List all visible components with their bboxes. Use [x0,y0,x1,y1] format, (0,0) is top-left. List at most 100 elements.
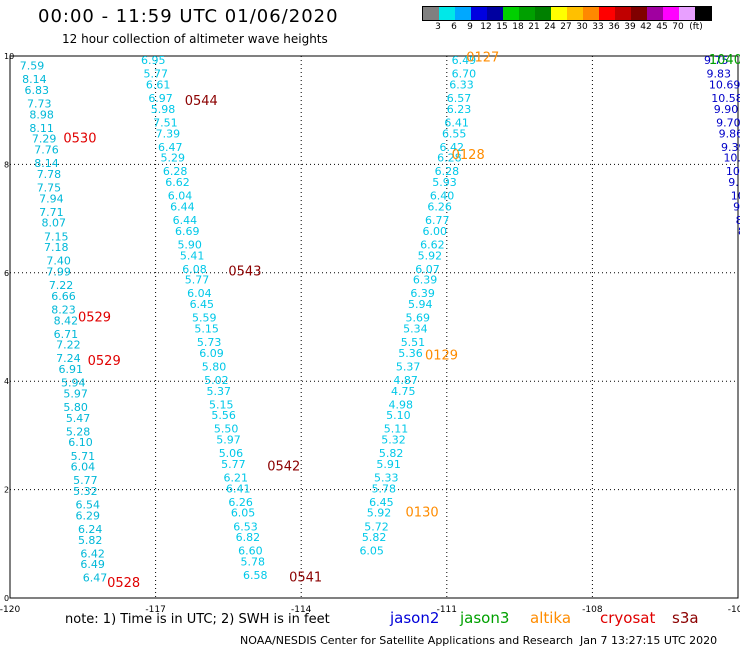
pass-time-label: 0529 [78,311,111,326]
pass-time-label: 1040 [709,53,740,68]
x-tick-label: -111 [437,605,457,615]
wave-height-point: 5.77 [73,474,98,487]
pass-time-label: 0541 [289,571,322,586]
x-tick-label: -105 [728,605,740,615]
wave-height-point: 6.44 [170,200,195,213]
wave-height-point: 7.73 [27,97,51,110]
pass-time-label: 0129 [425,349,458,364]
legend-label: 9 [467,22,473,32]
wave-height-point: 5.82 [362,531,387,544]
wave-height-point: 5.56 [211,409,236,422]
legend-swatch [455,7,471,20]
satellite-legend-s3a: s3a [672,609,699,627]
legend-swatch [551,7,567,20]
wave-height-point: 10.58 [711,92,740,105]
footer-credit: NOAA/NESDIS Center for Satellite Applica… [240,634,574,647]
legend-label: 12 [480,22,492,32]
wave-height-point: 6.42 [80,547,105,560]
wave-height-point: 6.95 [141,54,166,67]
x-tick-label: -108 [582,605,603,615]
legend-swatch [647,7,663,20]
wave-height-point: 6.82 [236,531,261,544]
wave-height-point: 6.23 [447,103,472,116]
wave-height-point: 6.41 [226,482,251,495]
wave-height-point: 6.28 [163,165,188,178]
wave-height-point: 6.54 [76,499,101,512]
wave-height-point: 6.00 [423,225,448,238]
wave-height-point: 5.82 [78,534,103,547]
wave-height-point: 6.71 [54,328,79,341]
legend-swatch [519,7,535,20]
wave-height-point: 8.98 [29,108,54,121]
wave-height-point: 8.42 [54,314,79,327]
legend-label: 3 [435,22,441,32]
wave-height-point: 5.98 [151,103,176,116]
wave-height-point: 4.87 [393,374,418,387]
wave-height-point: 6.69 [175,225,200,238]
wave-height-point: 8.5 [738,225,740,238]
legend-label: 27 [560,22,572,32]
wave-height-point: 6.62 [165,176,190,189]
wave-height-point: 5.77 [185,274,210,287]
color-scale-legend [422,6,712,21]
wave-height-point: 5.33 [374,471,399,484]
wave-height-point: 6.83 [25,84,49,97]
wave-height-point: 6.05 [359,545,384,558]
pass-time-label: 0128 [452,148,485,163]
wave-height-point: 9.39 [721,141,740,154]
wave-height-point: 8.14 [22,73,46,86]
wave-height-point: 6.04 [187,287,212,300]
wave-height-point: 5.32 [381,434,406,447]
wave-height-point: 10.69 [709,79,740,92]
wave-height-point: 4.75 [391,385,416,398]
wave-height-point: 6.70 [452,68,477,81]
legend-label: 6 [451,22,457,32]
wave-height-point: 5.94 [61,377,86,390]
wave-height-point: 5.02 [204,374,229,387]
legend-swatch [663,7,679,20]
wave-height-point: 5.15 [209,398,234,411]
wave-height-point: 6.40 [430,190,455,203]
wave-height-point: 6.45 [369,496,394,509]
wave-height-point: 10.30 [723,152,740,165]
legend-swatch [631,7,647,20]
legend-label: 45 [656,22,668,32]
wave-height-point: 5.59 [192,312,217,325]
pass-time-label: 0544 [185,94,218,109]
note-text: note: 1) Time is in UTC; 2) SWH is in fe… [65,612,330,627]
wave-height-point: 9.86 [719,127,740,140]
wave-height-point: 5.32 [73,485,98,498]
satellite-legend-altika: altika [530,609,572,627]
legend-swatch [679,7,695,20]
wave-height-point: 6.29 [76,509,101,522]
wave-height-point: 6.97 [148,92,173,105]
legend-label: 70 [672,22,684,32]
wave-height-point: 7.22 [56,339,81,352]
page-title: 00:00 - 11:59 UTC 01/06/2020 [38,6,339,27]
wave-height-point: 6.08 [182,263,207,276]
x-tick-label: -117 [145,605,165,615]
legend-label: 36 [608,22,620,32]
wave-height-point: 5.73 [197,336,222,349]
wave-height-point: 8.23 [51,303,76,316]
wave-height-point: 9.90 [714,103,739,116]
legend-label: 15 [496,22,508,32]
wave-height-point: 8.14 [34,157,59,170]
legend-label: 33 [592,22,604,32]
wave-height-point: 6.07 [415,263,440,276]
pass-time-label: 0130 [406,506,439,521]
wave-height-point: 6.47 [83,572,108,585]
wave-height-point: 5.93 [432,176,457,189]
pass-time-label: 0528 [107,576,140,591]
wave-height-point: 6.39 [410,287,435,300]
wave-height-point: 5.51 [401,336,426,349]
y-tick-label: 4 [4,377,9,386]
y-tick-label: 10 [4,52,14,61]
wave-height-point: 6.91 [59,363,84,376]
legend-label: 18 [512,22,524,32]
wave-height-point: 6.04 [168,190,193,203]
wave-height-point: 5.97 [216,434,241,447]
wave-height-point: 5.15 [194,322,219,335]
page-subtitle: 12 hour collection of altimeter wave hei… [62,32,328,46]
wave-height-point: 7.40 [46,255,71,268]
